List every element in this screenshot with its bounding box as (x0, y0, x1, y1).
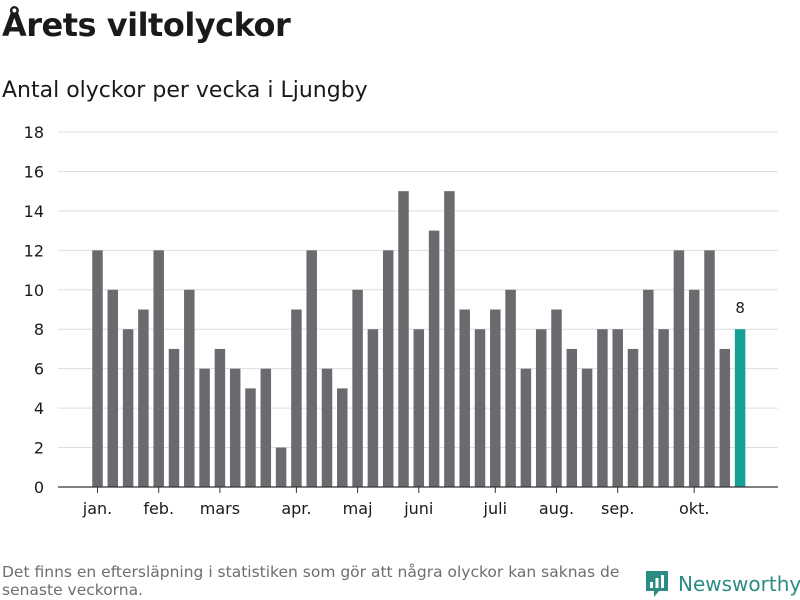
y-tick-label: 10 (24, 281, 44, 300)
y-tick-label: 14 (24, 202, 44, 221)
bar (428, 230, 440, 487)
x-tick-label: maj (343, 499, 373, 518)
x-tick-label: juli (483, 499, 507, 518)
bar (658, 329, 669, 487)
chart-title: Årets viltolyckor (2, 6, 291, 44)
bar (597, 329, 608, 487)
data-label: 8 (735, 299, 745, 317)
bar-chart: 0 2 4 6 8 10 12 14 16 18 8 jan. feb. mars apr. maj juni j… (24, 123, 778, 518)
bar (474, 329, 486, 487)
bar (719, 348, 731, 487)
newsworthy-icon (646, 571, 668, 597)
y-tick-label: 18 (24, 123, 44, 142)
x-tick-label: feb. (143, 499, 174, 518)
y-tick-label: 16 (24, 162, 44, 181)
bar (551, 309, 562, 487)
y-tick-label: 12 (24, 241, 44, 260)
y-tick-label: 8 (34, 320, 44, 339)
y-tick-label: 2 (34, 439, 44, 458)
x-tick-label: okt. (679, 499, 709, 518)
x-tick-label: juni (403, 499, 433, 518)
bar (306, 250, 317, 487)
bar (459, 309, 470, 487)
bar (627, 348, 639, 487)
x-tick-label: aug. (539, 499, 574, 518)
chart-subtitle: Antal olyckor per vecka i Ljungby (2, 78, 368, 103)
bar (214, 348, 226, 487)
bar (520, 368, 532, 487)
x-tick-label: jan. (82, 499, 112, 518)
x-tick-label: mars (200, 499, 240, 518)
bar (535, 329, 547, 487)
brand-name: Newsworthy (678, 572, 800, 596)
bar-highlight (734, 329, 746, 487)
footnote: Det finns en eftersläpning i statistiken… (2, 563, 620, 599)
bar (704, 250, 715, 487)
bar (138, 309, 149, 487)
bar (107, 289, 119, 487)
y-tick-label: 4 (34, 399, 44, 418)
bar (122, 329, 134, 487)
bar (566, 348, 578, 487)
bar (673, 250, 685, 487)
bar (505, 289, 516, 487)
bar (245, 388, 256, 487)
bar (321, 368, 333, 487)
bar (199, 368, 210, 487)
bar (688, 289, 700, 487)
y-tick-label: 6 (34, 360, 44, 379)
newsworthy-logo: Newsworthy (644, 569, 800, 599)
bar (168, 348, 180, 487)
bar (92, 250, 103, 487)
bar (398, 191, 409, 487)
y-tick-label: 0 (34, 478, 44, 497)
x-tick-label: apr. (281, 499, 311, 518)
bar (153, 250, 164, 487)
bar (643, 289, 654, 487)
bar (352, 289, 363, 487)
bar (291, 309, 302, 487)
bar (413, 329, 425, 487)
bar (444, 191, 455, 487)
bar (581, 368, 593, 487)
bar (229, 368, 241, 487)
bar (184, 289, 195, 487)
bar (490, 309, 501, 487)
x-tick-label: sep. (601, 499, 634, 518)
bar (337, 388, 348, 487)
bar (275, 447, 287, 487)
bar (367, 329, 379, 487)
bar (612, 329, 623, 487)
bar (382, 250, 394, 487)
bar (260, 368, 272, 487)
